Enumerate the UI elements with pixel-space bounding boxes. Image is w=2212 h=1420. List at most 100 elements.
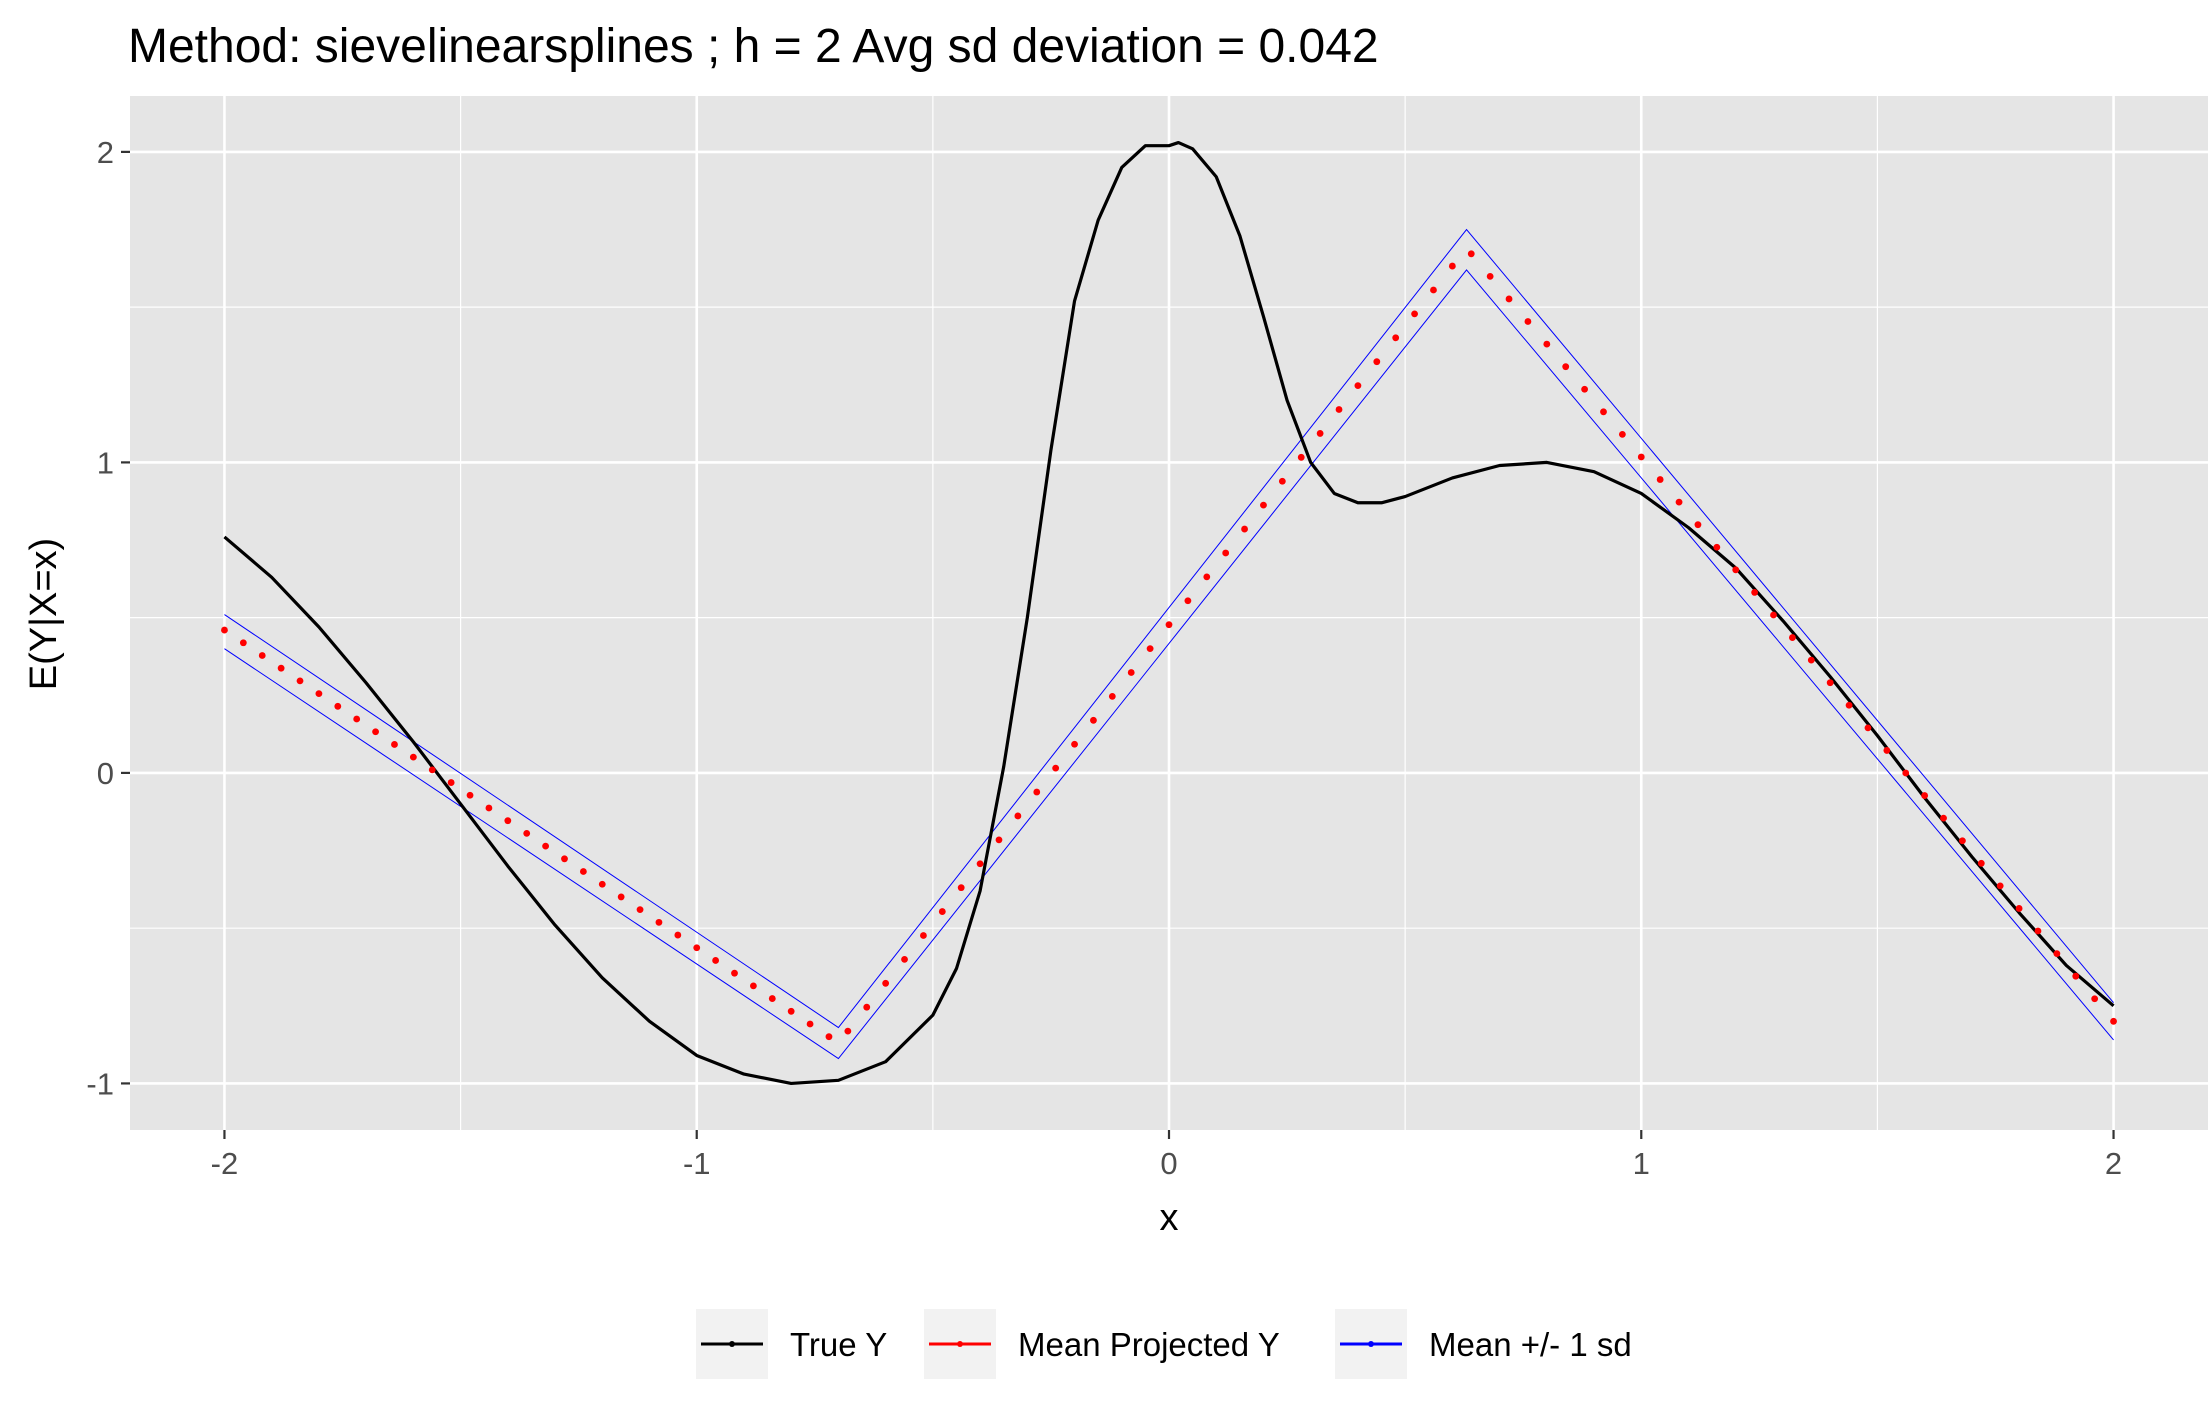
mean-point bbox=[1864, 724, 1872, 732]
mean-point bbox=[1600, 408, 1607, 416]
legend-label-true-y: True Y bbox=[790, 1326, 887, 1363]
mean-point bbox=[391, 741, 398, 748]
mean-point bbox=[1977, 859, 1985, 867]
mean-point bbox=[1127, 669, 1135, 676]
mean-point bbox=[750, 982, 757, 990]
mean-point bbox=[1562, 363, 1570, 371]
mean-point bbox=[1694, 521, 1702, 529]
mean-point bbox=[239, 639, 247, 647]
mean-point bbox=[863, 1003, 871, 1011]
x-axis-title: x bbox=[1160, 1197, 1179, 1239]
mean-point bbox=[1789, 634, 1796, 641]
band-upper-line bbox=[224, 228, 2114, 1029]
mean-point bbox=[1921, 792, 1929, 799]
mean-point bbox=[1278, 477, 1286, 485]
mean-point bbox=[655, 918, 663, 926]
mean-point bbox=[617, 893, 625, 901]
mean-point bbox=[1675, 498, 1683, 506]
legend-dot-mean-projected bbox=[957, 1341, 963, 1347]
mean-point bbox=[221, 626, 228, 634]
mean-point bbox=[1581, 385, 1588, 393]
mean-point bbox=[2053, 950, 2061, 957]
mean-point bbox=[1052, 764, 1060, 772]
x-tick-label: -2 bbox=[211, 1146, 239, 1181]
mean-point bbox=[277, 664, 285, 672]
true-y-line bbox=[223, 140, 2115, 1086]
legend-dot-band bbox=[1368, 1341, 1374, 1347]
mean-point bbox=[542, 842, 549, 850]
mean-point bbox=[1448, 262, 1456, 270]
mean-point bbox=[636, 906, 644, 914]
mean-point bbox=[1807, 656, 1815, 664]
legend-label-band: Mean +/- 1 sd bbox=[1429, 1326, 1632, 1363]
x-tick-label: 0 bbox=[1160, 1146, 1177, 1181]
mean-point bbox=[712, 957, 720, 964]
true-y-series bbox=[223, 140, 2115, 1086]
chart-title: Method: sievelinearsplines ; h = 2 Avg s… bbox=[128, 20, 1379, 73]
y-tick-label: 1 bbox=[97, 445, 114, 480]
mean-point bbox=[466, 791, 474, 799]
x-tick-label: 2 bbox=[2105, 1146, 2122, 1181]
mean-point bbox=[768, 995, 776, 1002]
mean-point bbox=[1184, 597, 1192, 605]
mean-point bbox=[1373, 358, 1381, 366]
y-tick-label: 2 bbox=[97, 135, 114, 170]
mean-point bbox=[1618, 430, 1626, 438]
mean-point bbox=[1902, 769, 1910, 777]
mean-point bbox=[523, 829, 531, 837]
x-tick-label: 1 bbox=[1633, 1146, 1650, 1181]
y-axis: -1 0 1 2 bbox=[86, 135, 130, 1101]
mean-point bbox=[372, 728, 379, 736]
mean-point bbox=[1316, 430, 1324, 437]
band-series bbox=[224, 228, 2114, 1060]
mean-point bbox=[334, 702, 342, 710]
mean-point bbox=[1940, 814, 1947, 822]
mean-point bbox=[825, 1033, 833, 1041]
mean-point bbox=[353, 715, 361, 723]
grid-major bbox=[130, 96, 2208, 1130]
mean-point bbox=[1637, 453, 1645, 461]
mean-point bbox=[1656, 476, 1664, 483]
mean-point bbox=[428, 766, 436, 774]
mean-point bbox=[2072, 972, 2080, 980]
mean-point bbox=[1732, 566, 1740, 574]
mean-projected-series bbox=[221, 250, 2117, 1041]
mean-point bbox=[1108, 693, 1116, 700]
mean-point bbox=[2034, 927, 2042, 935]
y-axis-title: E(Y|X=x) bbox=[23, 538, 65, 690]
mean-point bbox=[485, 804, 493, 812]
y-tick-label: -1 bbox=[86, 1066, 114, 1101]
mean-point bbox=[1222, 549, 1230, 557]
mean-point bbox=[731, 969, 738, 977]
mean-point bbox=[447, 779, 455, 786]
mean-point bbox=[1071, 740, 1078, 748]
mean-point bbox=[2110, 1017, 2117, 1025]
mean-point bbox=[1845, 701, 1853, 709]
mean-point bbox=[1335, 406, 1343, 413]
mean-point bbox=[2015, 905, 2023, 912]
mean-point bbox=[1826, 679, 1834, 687]
band-lower-line bbox=[224, 269, 2114, 1060]
legend-dot-true-y bbox=[729, 1341, 735, 1347]
legend-label-mean-projected: Mean Projected Y bbox=[1018, 1326, 1280, 1363]
mean-point bbox=[504, 817, 512, 825]
mean-point bbox=[1165, 621, 1173, 629]
mean-point bbox=[1467, 250, 1475, 258]
mean-point bbox=[693, 944, 701, 952]
mean-point bbox=[1524, 318, 1532, 325]
legend: True Y Mean Projected Y Mean +/- 1 sd bbox=[696, 1309, 1632, 1379]
mean-point bbox=[1713, 543, 1721, 551]
mean-point bbox=[296, 677, 304, 685]
mean-point bbox=[1883, 747, 1891, 754]
mean-point bbox=[2091, 995, 2099, 1003]
mean-point bbox=[1354, 382, 1362, 390]
mean-point bbox=[844, 1027, 852, 1035]
mean-point bbox=[1959, 837, 1966, 845]
mean-point bbox=[1770, 611, 1777, 619]
mean-point bbox=[258, 652, 266, 659]
mean-point bbox=[579, 868, 587, 875]
mean-point bbox=[1543, 340, 1551, 348]
mean-point bbox=[1033, 788, 1041, 796]
mean-point bbox=[787, 1007, 795, 1015]
